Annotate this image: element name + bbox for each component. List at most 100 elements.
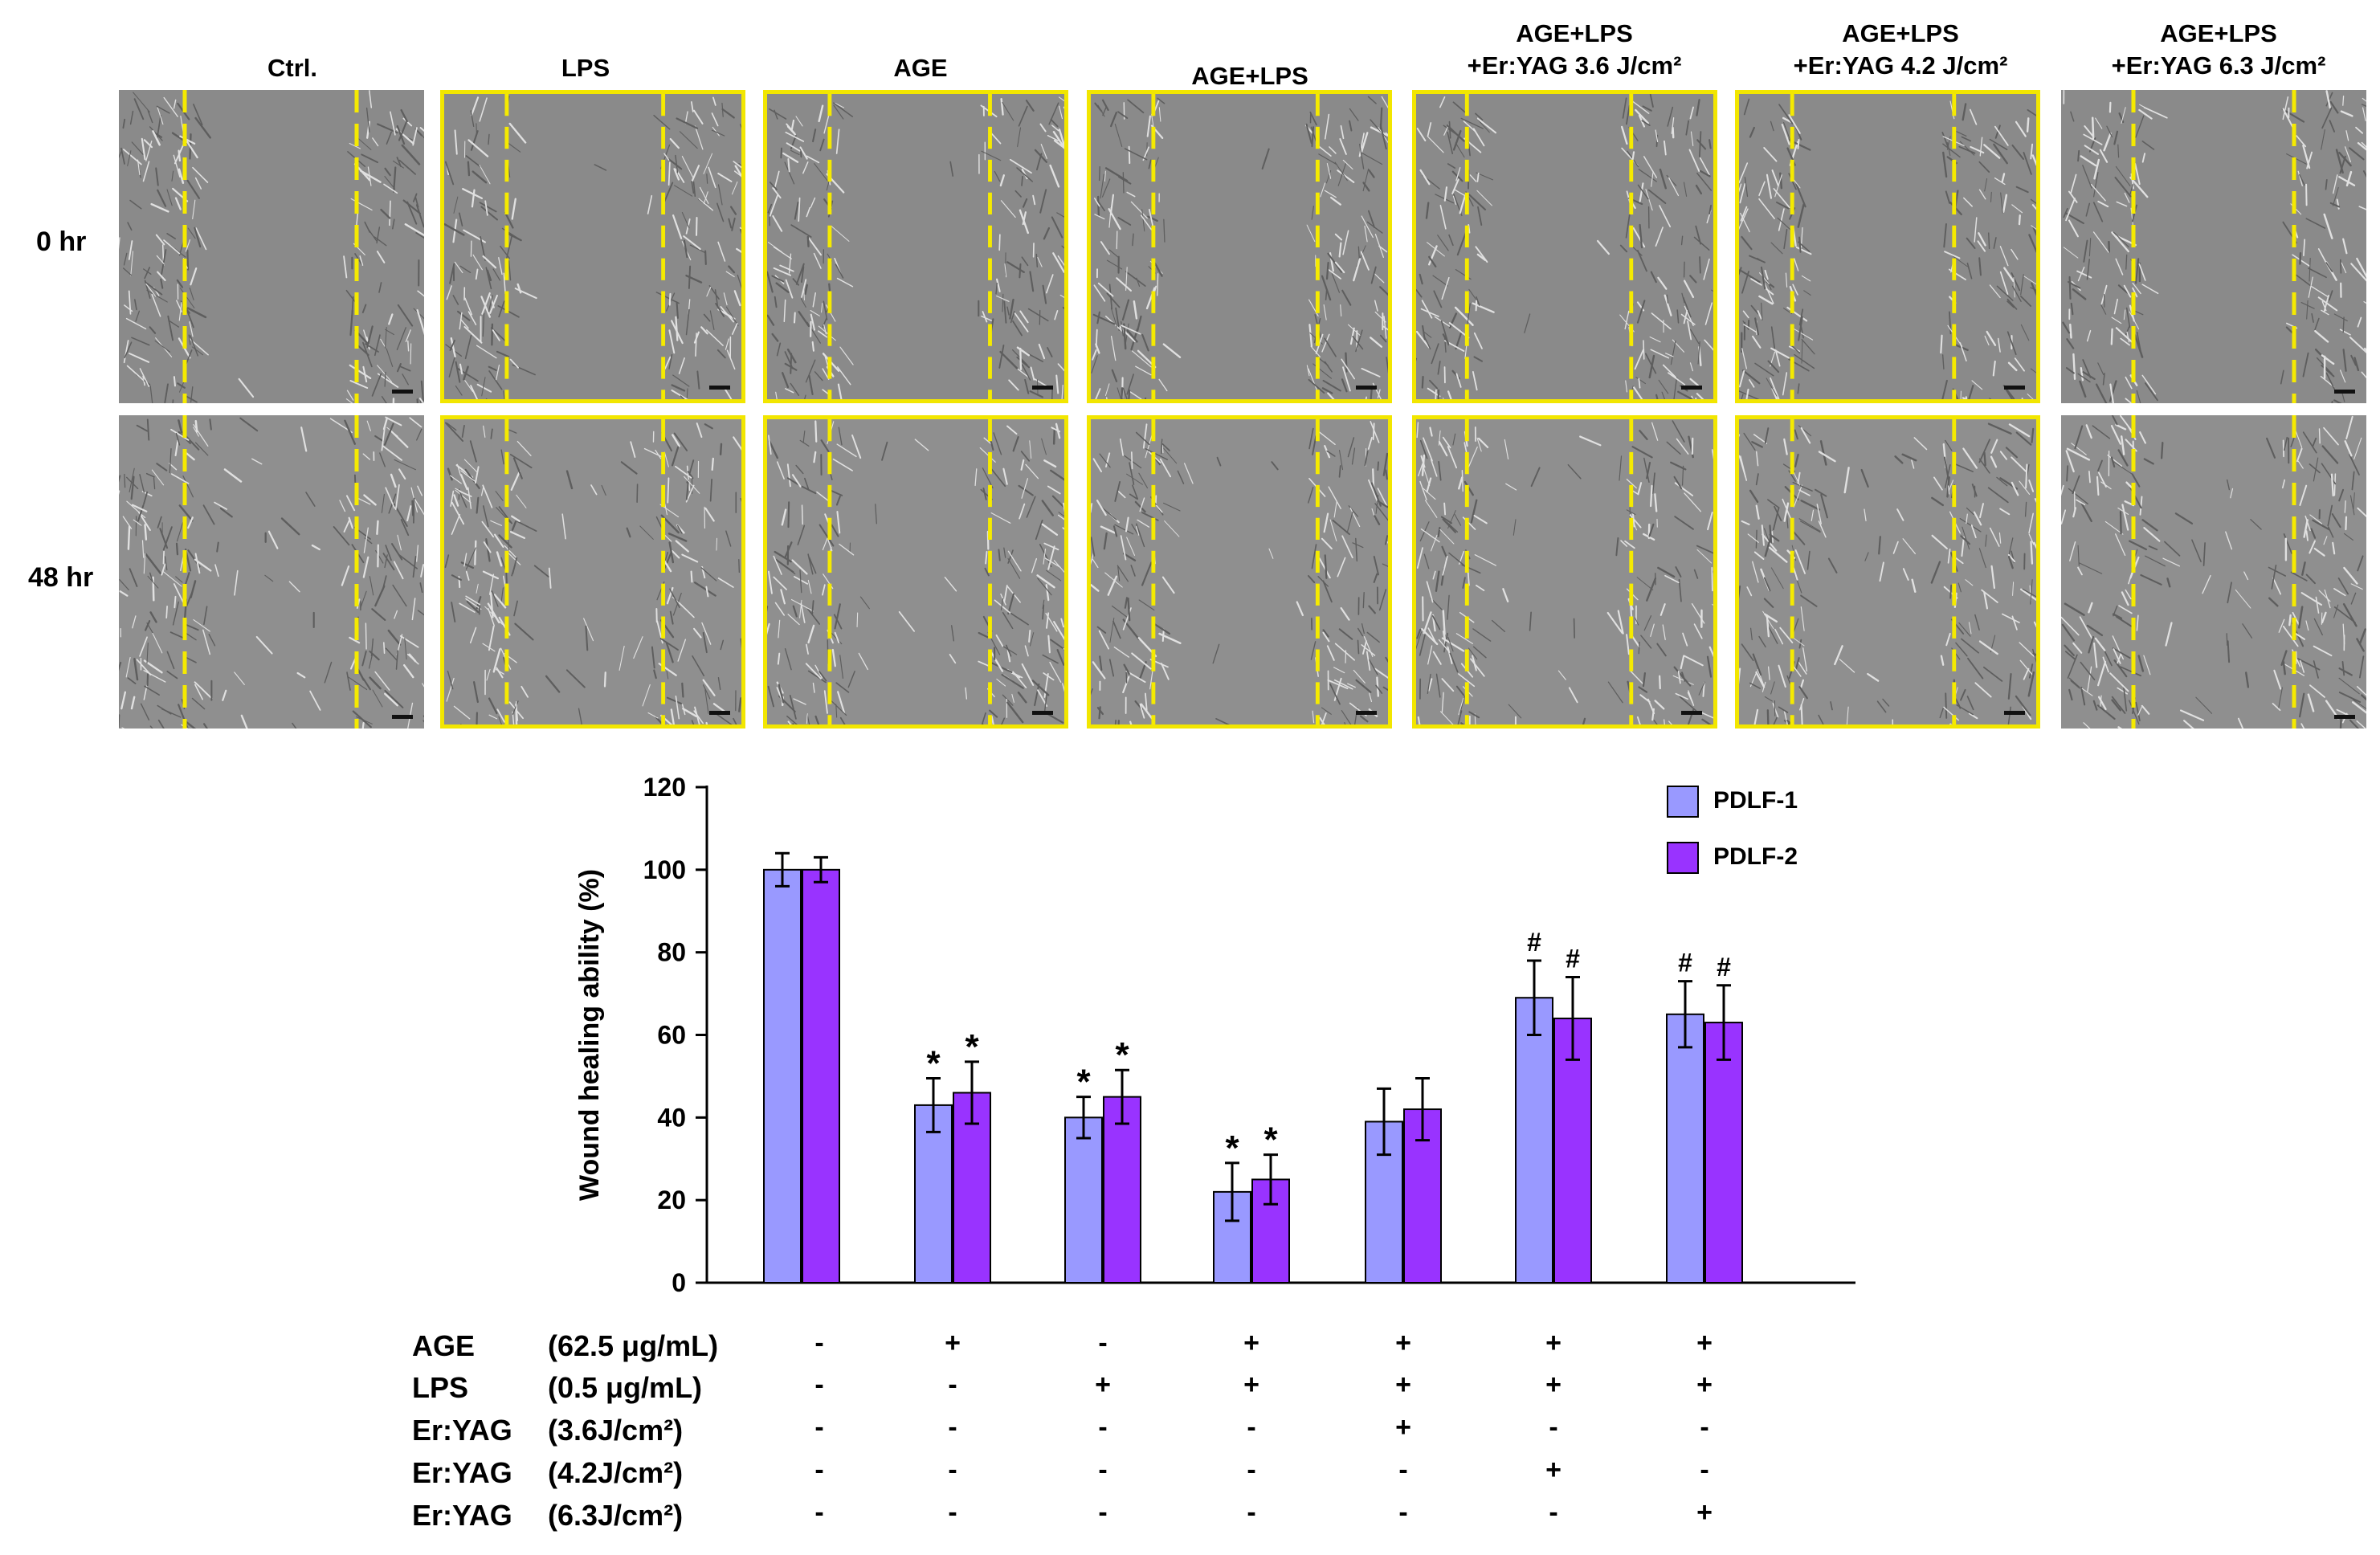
condition-concentration: (62.5 μg/mL) — [548, 1329, 719, 1362]
condition-sign: - — [1549, 1497, 1558, 1528]
legend-item-pdlf-1: PDLF-1 — [1667, 786, 1798, 818]
significance-mark: # — [1566, 945, 1580, 973]
bar-pdlf-2-5 — [1553, 1017, 1592, 1284]
condition-name: Er:YAG — [412, 1499, 512, 1532]
row-label-1: 48 hr — [28, 562, 94, 593]
micrograph-image — [1739, 419, 2036, 724]
micrograph-0hr-col6 — [2061, 90, 2366, 403]
condition-sign: + — [1696, 1497, 1713, 1528]
column-title-line: Ctrl. — [267, 54, 317, 82]
condition-sign: - — [814, 1497, 824, 1528]
micrograph-0hr-col0 — [119, 90, 424, 403]
cell-texture — [1091, 96, 1388, 399]
condition-sign: - — [1398, 1455, 1408, 1485]
scale-bar — [1356, 386, 1377, 390]
condition-sign: + — [1545, 1455, 1561, 1485]
significance-mark: # — [1527, 928, 1541, 957]
micrograph-background — [444, 94, 741, 399]
cell-texture — [1739, 98, 2036, 399]
condition-sign: + — [1243, 1328, 1259, 1358]
micrograph-background — [2061, 90, 2366, 403]
cell-texture — [444, 95, 741, 399]
significance-mark: * — [926, 1043, 941, 1083]
micrograph-0hr-col1 — [440, 90, 745, 403]
legend-label-pdlf-2: PDLF-2 — [1713, 843, 1798, 870]
column-title-2: AGE — [744, 52, 1097, 84]
legend-swatch-pdlf-1 — [1667, 786, 1699, 818]
micrograph-image — [119, 415, 424, 729]
condition-sign: - — [1247, 1497, 1256, 1528]
micrograph-image — [444, 94, 741, 399]
condition-sign: + — [1243, 1369, 1259, 1400]
cell-texture — [119, 90, 424, 403]
condition-name: Er:YAG — [412, 1414, 512, 1447]
condition-name: LPS — [412, 1371, 469, 1404]
micrograph-image — [1091, 94, 1388, 399]
cell-texture — [1416, 420, 1713, 724]
micrograph-image — [2061, 415, 2366, 729]
column-title-3: AGE+LPS — [1073, 60, 1427, 92]
micrograph-image — [1739, 94, 2036, 399]
micrograph-0hr-col2 — [763, 90, 1068, 403]
condition-concentration: (0.5 μg/mL) — [548, 1371, 703, 1404]
micrograph-48hr-col4 — [1412, 415, 1717, 729]
cell-texture — [2061, 415, 2366, 729]
bar-pdlf-1-2 — [1064, 1116, 1103, 1284]
condition-sign: - — [814, 1412, 824, 1443]
condition-sign: - — [1098, 1328, 1108, 1358]
micrograph-48hr-col3 — [1087, 415, 1392, 729]
micrograph-image — [444, 419, 741, 724]
column-title-4: AGE+LPS +Er:YAG 3.6 J/cm² — [1398, 18, 1751, 82]
significance-mark: * — [1076, 1063, 1091, 1102]
condition-concentration: (3.6J/cm²) — [548, 1414, 684, 1447]
micrograph-image — [767, 94, 1064, 399]
condition-sign: + — [1545, 1369, 1561, 1400]
condition-name: Er:YAG — [412, 1456, 512, 1489]
scale-bar — [392, 715, 413, 719]
scale-bar — [1681, 711, 1702, 715]
column-title-line: AGE+LPS — [2160, 19, 2277, 47]
scale-bar — [2334, 715, 2355, 719]
significance-mark: * — [1225, 1128, 1239, 1168]
bar-pdlf-2-2 — [1103, 1096, 1141, 1284]
condition-sign: + — [1395, 1412, 1411, 1443]
significance-mark: * — [1115, 1035, 1129, 1075]
scale-bar — [2004, 711, 2025, 715]
cell-texture — [2062, 90, 2366, 403]
column-title-line: +Er:YAG 4.2 J/cm² — [1793, 51, 2008, 80]
y-tick-label: 40 — [657, 1103, 686, 1132]
condition-sign: - — [1549, 1412, 1558, 1443]
condition-concentration: (6.3J/cm²) — [548, 1499, 684, 1532]
y-tick-label: 100 — [643, 855, 686, 884]
column-title-line: AGE — [893, 54, 948, 82]
micrograph-background — [119, 90, 424, 403]
condition-sign: + — [1545, 1328, 1561, 1358]
micrograph-0hr-col5 — [1735, 90, 2040, 403]
column-title-line: AGE+LPS — [1842, 19, 1959, 47]
scale-bar — [392, 390, 413, 394]
significance-mark: * — [1263, 1120, 1278, 1160]
scale-bar — [1032, 386, 1053, 390]
micrograph-image — [767, 419, 1064, 724]
condition-sign: - — [1098, 1455, 1108, 1485]
scale-bar — [1356, 711, 1377, 715]
micrograph-48hr-col1 — [440, 415, 745, 729]
condition-sign: - — [948, 1369, 957, 1400]
condition-sign: - — [1247, 1412, 1256, 1443]
legend-item-pdlf-2: PDLF-2 — [1667, 842, 1798, 874]
y-axis-label: Wound healing ability (%) — [574, 869, 605, 1201]
condition-sign: - — [948, 1412, 957, 1443]
micrograph-background — [767, 94, 1064, 399]
bar-pdlf-1-5 — [1515, 997, 1553, 1284]
column-title-line: +Er:YAG 3.6 J/cm² — [1467, 51, 1682, 80]
y-tick-label: 120 — [643, 773, 686, 802]
condition-sign: + — [1696, 1369, 1713, 1400]
condition-sign: - — [948, 1497, 957, 1528]
condition-sign: - — [1700, 1455, 1709, 1485]
legend-label-pdlf-1: PDLF-1 — [1713, 786, 1798, 814]
column-title-0: Ctrl. — [116, 52, 469, 84]
condition-sign: - — [948, 1455, 957, 1485]
row-label-0: 0 hr — [36, 227, 87, 257]
micrograph-image — [119, 90, 424, 403]
